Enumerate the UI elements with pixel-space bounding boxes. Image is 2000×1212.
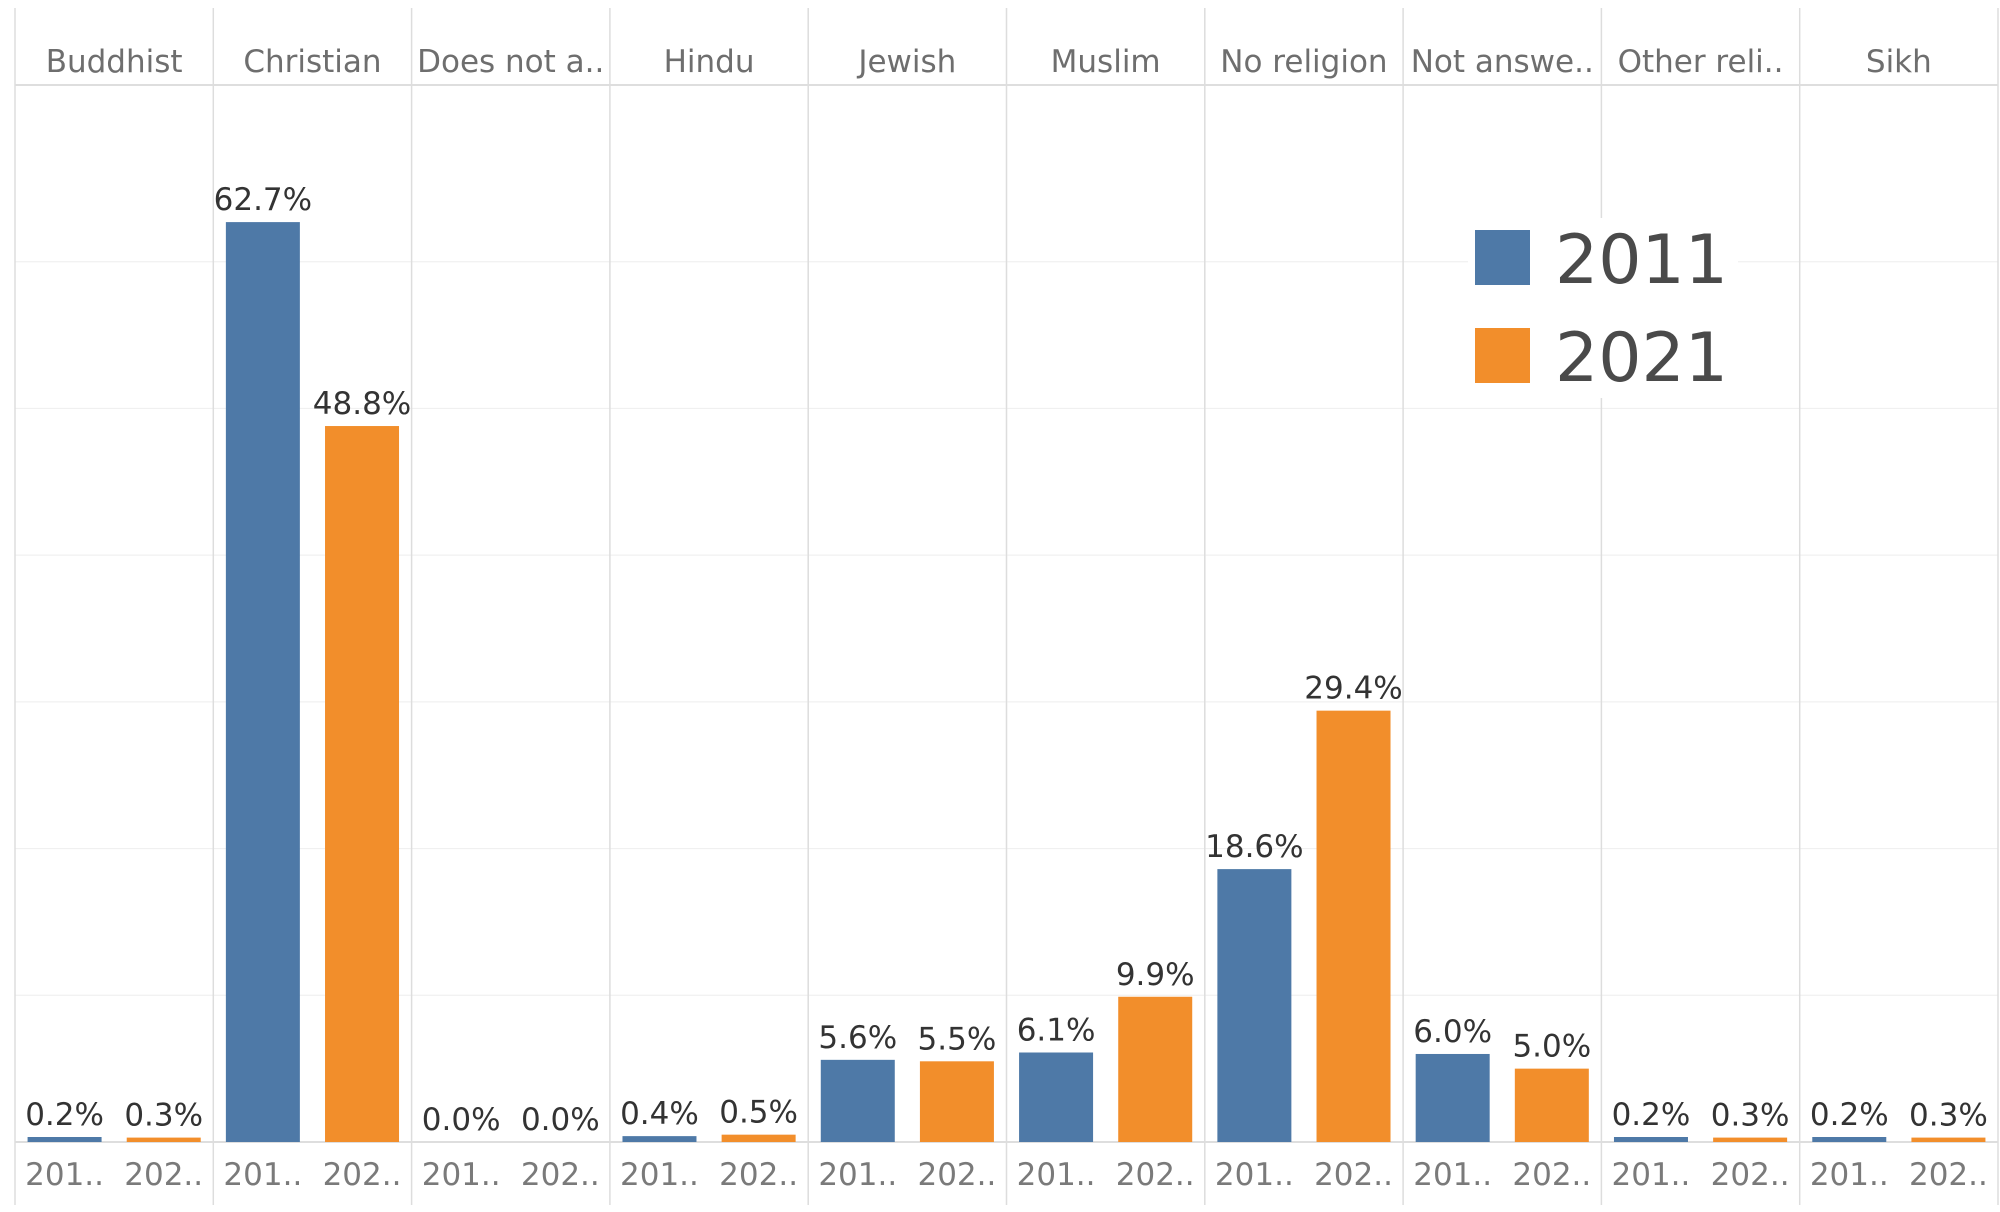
- data-label-hindu-2021: 0.5%: [719, 1095, 798, 1131]
- data-label-no-religion-2021: 29.4%: [1304, 671, 1402, 707]
- x-tick-label: 201..: [223, 1157, 302, 1193]
- data-label-other-reli-2011: 0.2%: [1612, 1097, 1691, 1133]
- bar-hindu-2011: [622, 1136, 697, 1142]
- data-label-does-not-a-2011: 0.0%: [422, 1102, 501, 1138]
- category-header-no-religion: No religion: [1220, 44, 1387, 80]
- x-tick-label: 201..: [422, 1157, 501, 1193]
- category-headers: Buddhist Christian Does not a.. Hindu Jewish…: [46, 44, 1932, 80]
- bar-no-religion-2011: [1217, 869, 1292, 1142]
- bar-christian-2021: [325, 426, 400, 1142]
- legend-label-2021: 2021: [1555, 319, 1728, 398]
- bar-christian-2011: [225, 222, 300, 1142]
- bar-buddhist-2021: [126, 1137, 201, 1142]
- x-tick-label: 201..: [1810, 1157, 1889, 1193]
- bar-buddhist-2011: [27, 1137, 102, 1142]
- x-tick-label: 202..: [1512, 1157, 1591, 1193]
- category-header-hindu: Hindu: [664, 44, 755, 80]
- x-tick-label: 202..: [1711, 1157, 1790, 1193]
- x-tick-label: 202..: [1116, 1157, 1195, 1193]
- data-label-sikh-2021: 0.3%: [1909, 1098, 1988, 1134]
- data-label-jewish-2011: 5.6%: [818, 1020, 897, 1056]
- x-tick-label: 201..: [1215, 1157, 1294, 1193]
- bar-not-answe-2011: [1415, 1053, 1490, 1142]
- bar-jewish-2011: [820, 1059, 895, 1142]
- bar-no-religion-2021: [1316, 710, 1391, 1142]
- data-label-christian-2011: 62.7%: [214, 182, 312, 218]
- bar-not-answe-2021: [1514, 1068, 1589, 1142]
- x-tick-label: 201..: [1017, 1157, 1096, 1193]
- bar-other-reli-2021: [1713, 1137, 1788, 1142]
- legend-label-2011: 2011: [1555, 221, 1728, 300]
- category-header-muslim: Muslim: [1051, 44, 1161, 80]
- category-header-does-not-a: Does not a..: [417, 44, 604, 80]
- x-tick-label: 202..: [124, 1157, 203, 1193]
- bar-muslim-2011: [1019, 1052, 1094, 1142]
- data-label-not-answe-2021: 5.0%: [1512, 1029, 1591, 1065]
- category-header-christian: Christian: [243, 44, 381, 80]
- x-tick-label: 201..: [1413, 1157, 1492, 1193]
- data-label-no-religion-2011: 18.6%: [1205, 829, 1303, 865]
- data-label-muslim-2021: 9.9%: [1116, 957, 1195, 993]
- legend: 2011 2021: [1468, 218, 1738, 398]
- x-axis-tick-labels: 201.. 202.. 201.. 202.. 201.. 202.. 201.. 202..…: [25, 1157, 1988, 1193]
- x-tick-label: 202..: [521, 1157, 600, 1193]
- bars: [27, 222, 1986, 1142]
- data-label-buddhist-2021: 0.3%: [124, 1098, 203, 1134]
- category-header-sikh: Sikh: [1866, 44, 1932, 80]
- x-tick-label: 202..: [719, 1157, 798, 1193]
- data-label-not-answe-2011: 6.0%: [1413, 1014, 1492, 1050]
- data-label-hindu-2011: 0.4%: [620, 1096, 699, 1132]
- category-header-not-answe: Not answe..: [1411, 44, 1594, 80]
- data-label-christian-2021: 48.8%: [313, 386, 411, 422]
- x-tick-label: 201..: [620, 1157, 699, 1193]
- legend-swatch-2011: [1475, 230, 1530, 285]
- bar-muslim-2021: [1118, 996, 1193, 1142]
- x-tick-label: 201..: [818, 1157, 897, 1193]
- x-tick-label: 201..: [25, 1157, 104, 1193]
- bar-other-reli-2011: [1613, 1137, 1688, 1142]
- x-tick-label: 202..: [1314, 1157, 1393, 1193]
- data-label-does-not-a-2021: 0.0%: [521, 1102, 600, 1138]
- pane-dividers: [14, 8, 1999, 1205]
- category-header-other-reli: Other reli..: [1618, 44, 1784, 80]
- x-tick-label: 202..: [917, 1157, 996, 1193]
- legend-swatch-2021: [1475, 328, 1530, 383]
- x-tick-label: 202..: [1909, 1157, 1988, 1193]
- category-header-buddhist: Buddhist: [46, 44, 183, 80]
- data-label-sikh-2011: 0.2%: [1810, 1097, 1889, 1133]
- data-label-muslim-2011: 6.1%: [1017, 1013, 1096, 1049]
- data-label-jewish-2021: 5.5%: [918, 1021, 997, 1057]
- x-tick-label: 201..: [1612, 1157, 1691, 1193]
- bar-hindu-2021: [721, 1134, 796, 1142]
- category-header-jewish: Jewish: [856, 44, 956, 80]
- data-label-other-reli-2021: 0.3%: [1711, 1098, 1790, 1134]
- data-label-buddhist-2011: 0.2%: [25, 1097, 104, 1133]
- x-tick-label: 202..: [323, 1157, 402, 1193]
- data-labels: 0.2% 0.3% 62.7% 48.8% 0.0% 0.0% 0.4% 0.5% 5.6% 5.…: [25, 182, 1988, 1138]
- bar-sikh-2011: [1812, 1137, 1887, 1142]
- bar-jewish-2021: [919, 1061, 994, 1142]
- bar-sikh-2021: [1911, 1137, 1986, 1142]
